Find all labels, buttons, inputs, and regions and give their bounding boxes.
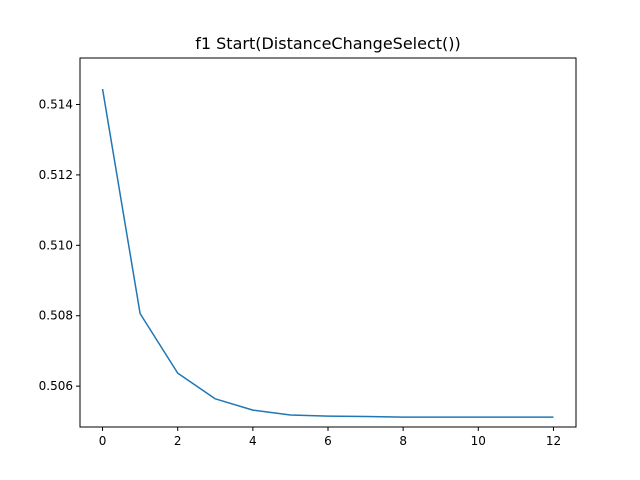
y-tick-label: 0.514 <box>39 97 73 111</box>
plot-area: 0 2 4 6 8 10 12 0.506 0.508 0.510 0.512 0.514 <box>39 88 561 448</box>
chart-title: f1 Start(DistanceChangeSelect()) <box>195 34 461 53</box>
y-tick-label: 0.510 <box>39 238 73 252</box>
x-tick-label: 8 <box>399 434 407 448</box>
x-tick-label: 12 <box>546 434 561 448</box>
series-line <box>101 88 554 418</box>
x-tick-label: 6 <box>324 434 332 448</box>
y-tick-label: 0.508 <box>39 309 73 323</box>
x-tick-label: 4 <box>249 434 257 448</box>
y-tick-label: 0.512 <box>39 168 73 182</box>
y-tick-label: 0.506 <box>39 379 73 393</box>
x-tick-label: 2 <box>174 434 182 448</box>
axes-frame <box>79 57 577 428</box>
x-tick-label: 0 <box>99 434 107 448</box>
x-tick-label: 10 <box>471 434 486 448</box>
